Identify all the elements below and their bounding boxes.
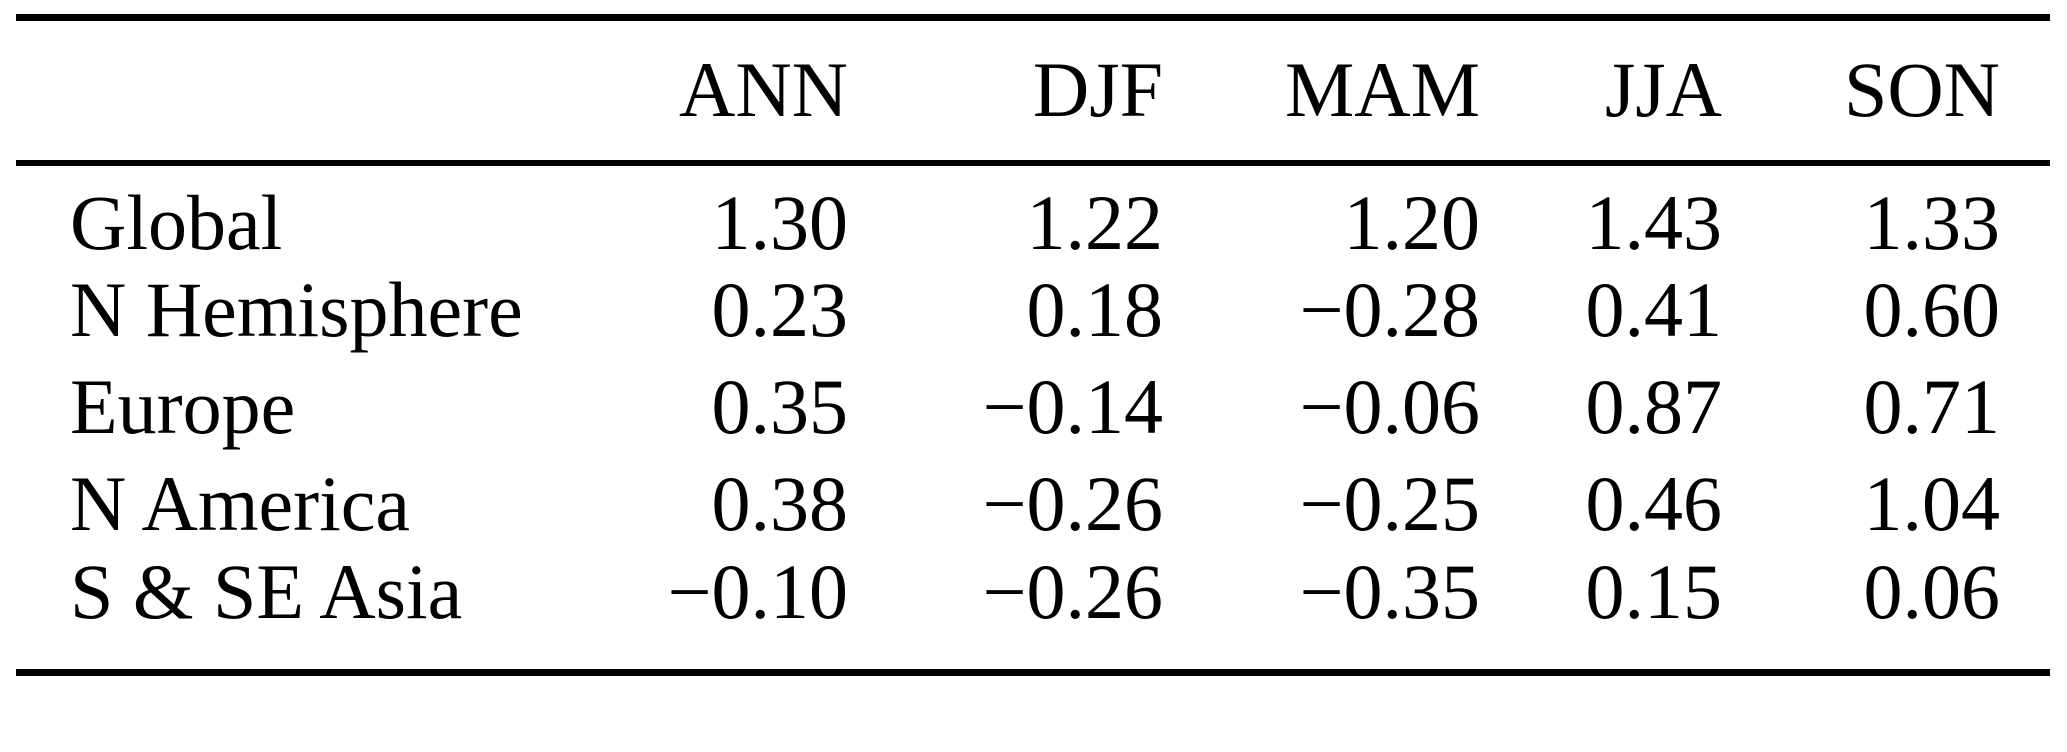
table-row-n-america: N America 0.38 −0.26 −0.25 0.46 1.04 [16,456,2050,553]
table-cell: 0.15 [1585,552,1723,635]
table-cell: 1.22 [1026,178,1164,262]
table-cell: 0.06 [1863,552,2001,635]
table-row-europe: Europe 0.35 −0.14 −0.06 0.87 0.71 [16,359,2050,456]
column-header-ann: ANN [679,46,848,134]
row-label-europe: Europe [70,363,296,450]
table-body: Global 1.30 1.22 1.20 1.43 1.33 N Hemisp… [16,163,2050,673]
table-cell: 1.20 [1343,178,1481,262]
table-cell: −0.26 [982,552,1164,635]
column-header-son: SON [1843,46,2000,134]
table-cell: −0.06 [1299,363,1481,450]
column-header-mam: MAM [1284,46,1480,134]
table-cell: 0.87 [1585,363,1723,450]
table-cell: 0.23 [711,266,849,353]
table-cell: −0.25 [1299,460,1481,547]
corner-cell [16,18,576,163]
data-table: ANN DJF MAM JJA SON Global 1.30 1.22 1.2… [16,14,2050,676]
table-cell: 1.30 [711,178,849,262]
table-row-n-hemisphere: N Hemisphere 0.23 0.18 −0.28 0.41 0.60 [16,262,2050,359]
table-cell: −0.28 [1299,266,1481,353]
table-cell: 0.60 [1863,266,2001,353]
row-label-global: Global [70,178,283,262]
table-row-global: Global 1.30 1.22 1.20 1.43 1.33 [16,163,2050,262]
table-cell: 0.38 [711,460,849,547]
row-label-n-america: N America [70,460,411,547]
column-header-jja: JJA [1604,46,1722,134]
header-row: ANN DJF MAM JJA SON [16,18,2050,163]
table-cell: −0.35 [1299,552,1481,635]
row-label-n-hemisphere: N Hemisphere [70,266,523,353]
table-header: ANN DJF MAM JJA SON [16,18,2050,163]
table-cell: 1.04 [1863,460,2001,547]
row-label-s-se-asia: S & SE Asia [70,552,463,635]
table-cell: 0.46 [1585,460,1723,547]
table-cell: 0.35 [711,363,849,450]
table-cell: 0.18 [1026,266,1164,353]
column-header-djf: DJF [1032,46,1163,134]
table-cell: −0.26 [982,460,1164,547]
table-cell: 0.71 [1863,363,2001,450]
table-cell: −0.14 [982,363,1164,450]
table-cell: −0.10 [667,552,849,635]
table-cell: 1.33 [1863,178,2001,262]
table-cell: 0.41 [1585,266,1723,353]
table-cell: 1.43 [1585,178,1723,262]
table-row-s-se-asia: S & SE Asia −0.10 −0.26 −0.35 0.15 0.06 [16,553,2050,673]
